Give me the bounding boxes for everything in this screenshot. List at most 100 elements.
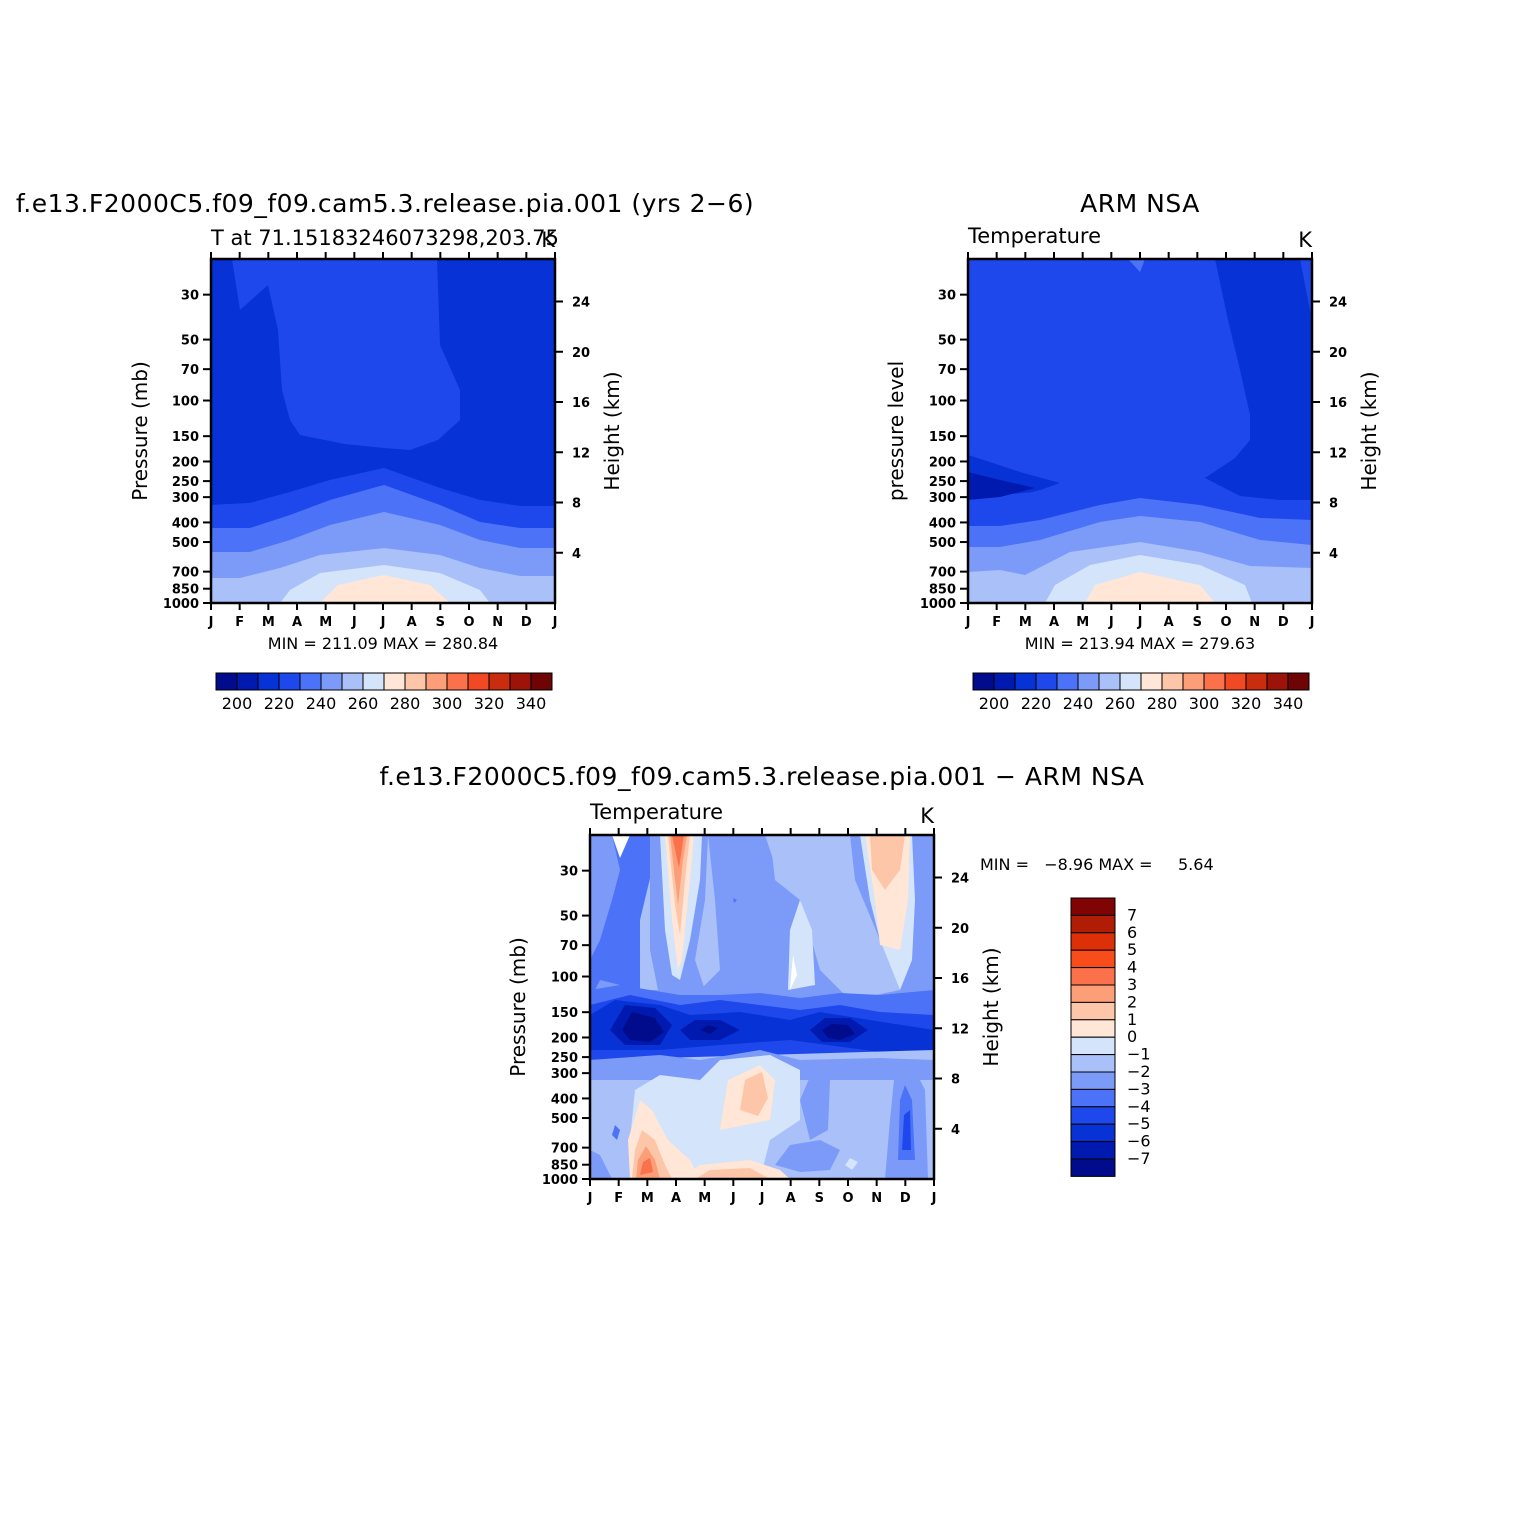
model-contour-field bbox=[211, 259, 555, 603]
diff-xtick-label: J bbox=[730, 1191, 736, 1206]
diff-colorbar-box bbox=[1070, 1036, 1116, 1056]
diff-ytick-label: 70 bbox=[560, 939, 578, 954]
model-colorbar-box bbox=[383, 672, 406, 691]
model-ytick-label: 850 bbox=[172, 583, 199, 598]
model-xtick-label: O bbox=[463, 615, 474, 630]
diff-colorbar-label: 6 bbox=[1127, 923, 1137, 942]
obs-colorbar-box bbox=[1077, 672, 1100, 691]
obs-xtick-label: D bbox=[1278, 615, 1289, 630]
model-colorbar-label: 240 bbox=[306, 694, 337, 713]
model-colorbar-box bbox=[404, 672, 427, 691]
model-colorbar-label: 300 bbox=[432, 694, 463, 713]
diff-ytick-right-label: 16 bbox=[951, 972, 969, 987]
diff-colorbar-box bbox=[1070, 984, 1116, 1003]
obs-colorbar-label: 280 bbox=[1147, 694, 1178, 713]
obs-colorbar-label: 200 bbox=[979, 694, 1010, 713]
diff-colorbar-label: −6 bbox=[1127, 1132, 1151, 1151]
model-xtick-label: J bbox=[552, 615, 558, 630]
obs-colorbar-label: 320 bbox=[1231, 694, 1262, 713]
diff-ytick-label: 30 bbox=[560, 865, 578, 880]
model-ytick-right-label: 16 bbox=[572, 396, 590, 411]
model-xtick-label: J bbox=[351, 615, 357, 630]
diff-ytick-label: 250 bbox=[551, 1051, 578, 1066]
obs-ytick-label: 200 bbox=[929, 455, 956, 470]
model-ytick-right-label: 20 bbox=[572, 346, 590, 361]
diff-colorbar-box bbox=[1070, 967, 1116, 986]
obs-ytick-label: 30 bbox=[938, 289, 956, 304]
diff-ytick-label: 50 bbox=[560, 910, 578, 925]
diff-xtick-label: M bbox=[641, 1191, 654, 1206]
model-colorbar-box bbox=[425, 672, 448, 691]
obs-colorbar-box bbox=[1182, 672, 1205, 691]
diff-colorbar-box bbox=[1070, 1019, 1116, 1038]
model-colorbar-box bbox=[320, 672, 343, 691]
obs-xtick-label: A bbox=[1049, 615, 1059, 630]
diff-xtick-label: O bbox=[842, 1191, 853, 1206]
diff-colorbar-label: −5 bbox=[1127, 1114, 1151, 1133]
model-colorbar-label: 280 bbox=[390, 694, 421, 713]
model-ytick-label: 100 bbox=[172, 395, 199, 410]
diff-ytick-label: 700 bbox=[551, 1142, 578, 1157]
model-ytick-label: 300 bbox=[172, 491, 199, 506]
model-colorbar-label: 320 bbox=[474, 694, 505, 713]
obs-xtick-label: N bbox=[1249, 615, 1260, 630]
model-colorbar-box bbox=[362, 672, 385, 691]
diff-ytick-right-label: 8 bbox=[951, 1073, 960, 1088]
obs-ylabel: pressure level bbox=[884, 361, 908, 501]
diff-colorbar-box bbox=[1070, 1088, 1116, 1108]
diff-ylabel: Pressure (mb) bbox=[506, 937, 530, 1077]
diff-colorbar-box bbox=[1070, 1001, 1116, 1021]
model-ytick-label: 250 bbox=[172, 475, 199, 490]
obs-ytick-right-label: 12 bbox=[1329, 446, 1347, 461]
diff-xtick-label: J bbox=[931, 1191, 937, 1206]
obs-colorbar-box bbox=[972, 672, 995, 691]
diff-ytick-right-label: 4 bbox=[951, 1123, 960, 1138]
model-colorbar-box bbox=[299, 672, 322, 691]
obs-colorbar-box bbox=[1035, 672, 1058, 691]
model-xtick-label: F bbox=[235, 615, 244, 630]
diff-colorbar-label: −3 bbox=[1127, 1079, 1151, 1098]
model-xtick-label: M bbox=[262, 615, 275, 630]
obs-xtick-label: J bbox=[1108, 615, 1114, 630]
obs-colorbar-box bbox=[1224, 672, 1247, 691]
diff-ytick-right-label: 20 bbox=[951, 922, 969, 937]
obs-ylabel-right: Height (km) bbox=[1357, 371, 1381, 490]
diff-xtick-label: D bbox=[900, 1191, 911, 1206]
diff-xtick-label: A bbox=[671, 1191, 681, 1206]
model-colorbar-box bbox=[215, 672, 238, 691]
diff-colorbar-label: 1 bbox=[1127, 1010, 1137, 1029]
model-colorbar-box bbox=[488, 672, 511, 691]
obs-panel-units: K bbox=[1298, 228, 1313, 252]
model-xtick-label: A bbox=[407, 615, 417, 630]
obs-colorbar-box bbox=[1119, 672, 1142, 691]
diff-colorbar-label: −4 bbox=[1127, 1097, 1151, 1116]
obs-ytick-right-label: 16 bbox=[1329, 396, 1347, 411]
obs-xtick-label: M bbox=[1019, 615, 1032, 630]
model-ytick-label: 50 bbox=[181, 334, 199, 349]
diff-ytick-label: 200 bbox=[551, 1031, 578, 1046]
diff-colorbar-label: 7 bbox=[1127, 905, 1137, 924]
obs-colorbar-box bbox=[1014, 672, 1037, 691]
diff-colorbar-label: −1 bbox=[1127, 1045, 1151, 1064]
diff-colorbar-box bbox=[1070, 897, 1116, 916]
model-ytick-label: 70 bbox=[181, 363, 199, 378]
obs-xtick-label: J bbox=[1137, 615, 1143, 630]
diff-ytick-label: 850 bbox=[551, 1159, 578, 1174]
diff-panel: f.e13.F2000C5.f09_f09.cam5.3.release.pia… bbox=[379, 762, 1213, 1206]
obs-ytick-label: 250 bbox=[929, 475, 956, 490]
diff-ytick-label: 500 bbox=[551, 1112, 578, 1127]
obs-xtick-label: O bbox=[1220, 615, 1231, 630]
diff-xtick-label: N bbox=[871, 1191, 882, 1206]
diff-colorbar-box bbox=[1070, 1071, 1116, 1090]
obs-colorbar-box bbox=[1245, 672, 1268, 691]
diff-colorbar-box bbox=[1070, 1123, 1116, 1143]
obs-ytick-label: 300 bbox=[929, 491, 956, 506]
diff-colorbar-label: 4 bbox=[1127, 958, 1137, 977]
obs-ytick-label: 850 bbox=[929, 583, 956, 598]
model-ytick-label: 700 bbox=[172, 566, 199, 581]
model-ytick-right-label: 24 bbox=[572, 296, 590, 311]
diff-colorbar-box bbox=[1070, 1141, 1116, 1160]
model-colorbar-label: 340 bbox=[516, 694, 547, 713]
